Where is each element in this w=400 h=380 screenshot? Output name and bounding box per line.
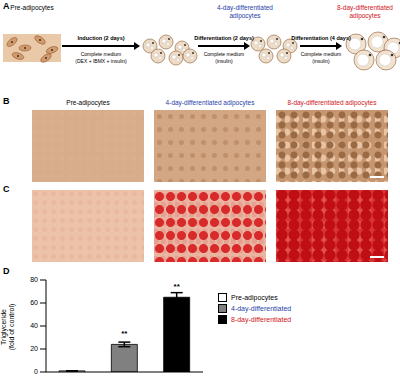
svg-text:(DEX + IBMX + insulin): (DEX + IBMX + insulin)	[75, 58, 127, 64]
svg-text:0: 0	[34, 368, 38, 375]
svg-text:40: 40	[30, 322, 38, 329]
svg-text:Differentiation (2 days): Differentiation (2 days)	[194, 35, 254, 41]
html-text:4-day-differentiated: 4-day-differentiated	[231, 305, 292, 312]
html-text:C: C	[3, 184, 10, 194]
svg-text:**: **	[174, 282, 181, 291]
html-text:4-day-differentiated adipocyte: 4-day-differentiated adipocytes	[165, 99, 255, 106]
svg-text:**: **	[121, 329, 128, 338]
svg-text:Induction (2 days): Induction (2 days)	[77, 35, 124, 41]
svg-text:Complete medium: Complete medium	[301, 51, 342, 57]
svg-text:Complete medium: Complete medium	[81, 51, 122, 57]
svg-text:Complete medium: Complete medium	[204, 51, 245, 57]
svg-text:Pre-adipocytes: Pre-adipocytes	[10, 4, 54, 12]
svg-text:(insulin): (insulin)	[312, 58, 330, 64]
html-text:B: B	[3, 96, 10, 106]
html-text:(fold of control): (fold of control)	[8, 303, 15, 351]
svg-text:8-day-differentiatedadipocytes: 8-day-differentiatedadipocytes	[337, 4, 392, 20]
svg-text:20: 20	[30, 345, 38, 352]
svg-text:(insulin): (insulin)	[215, 58, 233, 64]
svg-text:60: 60	[30, 299, 38, 306]
html-text:Triglyceride: Triglyceride	[0, 309, 7, 345]
svg-text:Differentiation (4 days): Differentiation (4 days)	[291, 35, 351, 41]
html-text:D: D	[3, 266, 10, 276]
html-text:8-day-differentiated: 8-day-differentiated	[231, 316, 292, 323]
html-text:Pre-adipocytes: Pre-adipocytes	[231, 294, 278, 301]
html-text:Pre-adipocytes: Pre-adipocytes	[66, 99, 110, 106]
svg-text:4-day-differentiatedadipocytes: 4-day-differentiatedadipocytes	[217, 4, 273, 20]
svg-text:80: 80	[30, 276, 38, 283]
html-text:8-day-differentiated adipocyte: 8-day-differentiated adipocytes	[287, 99, 377, 106]
